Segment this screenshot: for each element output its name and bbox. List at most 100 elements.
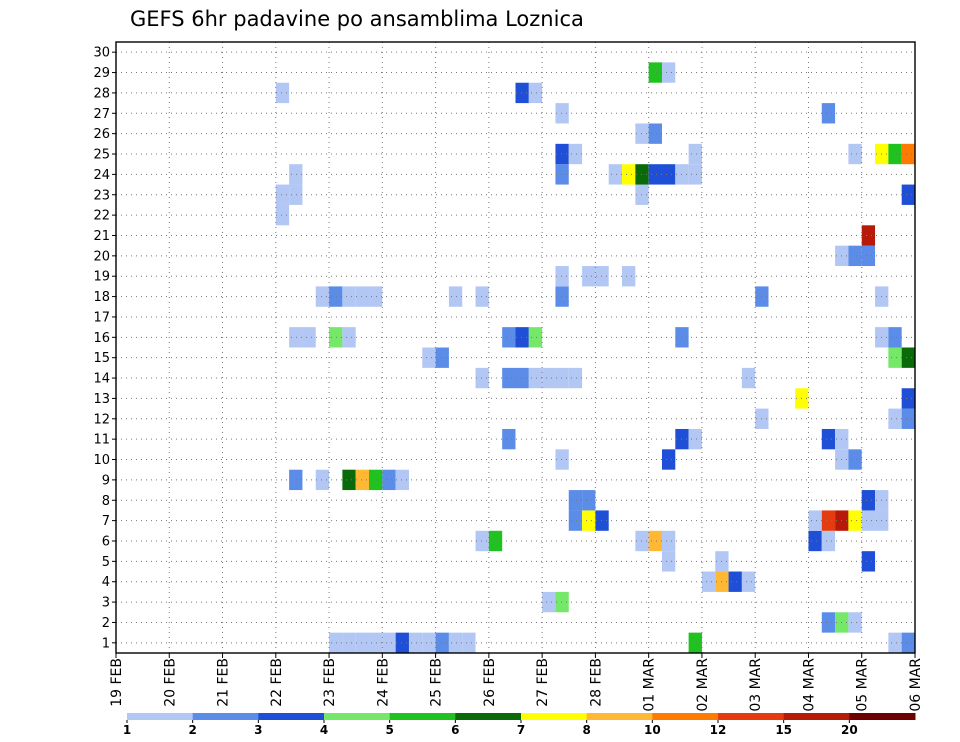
precip-cell <box>502 428 516 450</box>
precip-cell <box>635 530 649 552</box>
x-tick-label: 27 FEB <box>535 658 551 707</box>
precip-cell <box>582 510 596 531</box>
precip-cell <box>448 286 463 307</box>
precip-cell <box>608 164 623 185</box>
precip-cell <box>502 327 516 348</box>
x-tick-label: 05 MAR <box>855 658 871 712</box>
colorbar-label: 15 <box>775 723 792 737</box>
precip-cell <box>555 143 569 165</box>
x-tick-label: 22 FEB <box>269 658 285 707</box>
precip-cell <box>821 510 836 531</box>
precip-cell <box>555 449 569 470</box>
colorbar-swatch <box>783 713 850 720</box>
x-axis: 19 FEB 20 FEB 21 FEB 22 FEB 23 FEB 24 FEB 25 F… <box>109 653 924 712</box>
precip-cell <box>369 286 383 307</box>
y-tick-label: 25 <box>93 148 110 163</box>
precip-cell <box>901 143 915 165</box>
precip-cell <box>648 530 662 552</box>
y-tick-label: 1 <box>102 636 110 651</box>
precip-cell <box>542 591 556 613</box>
precip-cell <box>848 245 862 267</box>
precip-cell <box>435 347 449 368</box>
x-tick-label: 01 MAR <box>642 658 658 712</box>
precip-cell <box>475 286 489 307</box>
precip-cell <box>821 530 836 552</box>
precip-cell <box>555 367 569 389</box>
precip-cell <box>542 367 556 389</box>
precip-cell <box>848 612 862 633</box>
precip-cell <box>688 632 702 653</box>
y-tick-label: 27 <box>93 107 110 122</box>
precip-cell <box>329 632 343 653</box>
precip-cell <box>848 143 862 165</box>
precip-cell <box>582 266 596 287</box>
colorbar-swatch <box>389 713 456 720</box>
precip-cell <box>515 82 529 104</box>
precip-cell <box>635 184 649 205</box>
precip-cell <box>861 245 876 267</box>
colorbar-label: 20 <box>841 723 858 737</box>
precip-cell <box>342 469 356 491</box>
precip-cell <box>382 632 396 653</box>
precip-cell <box>661 164 676 185</box>
precip-cell <box>342 327 356 348</box>
precip-cell <box>289 184 303 205</box>
x-tick-label: 03 MAR <box>748 658 764 712</box>
x-tick-label: 20 FEB <box>162 658 178 707</box>
precip-cell <box>861 551 876 572</box>
precip-cell <box>595 266 609 287</box>
precip-cell <box>395 632 409 653</box>
precip-cell <box>355 469 370 491</box>
y-tick-label: 10 <box>93 453 110 468</box>
y-tick-label: 6 <box>102 534 110 549</box>
precip-cell <box>901 408 915 429</box>
precip-cell <box>888 408 902 429</box>
colorbar-swatch <box>455 713 522 720</box>
plot-frame <box>115 41 916 654</box>
precip-cell <box>648 123 662 144</box>
y-tick-label: 23 <box>93 188 110 203</box>
precip-cell <box>515 367 529 389</box>
colorbar-label: 12 <box>710 723 727 737</box>
colorbar-label: 5 <box>385 723 393 737</box>
precip-cell <box>901 347 915 368</box>
y-tick-label: 9 <box>102 473 110 488</box>
precip-cell <box>369 632 383 653</box>
colorbar-label: 1 <box>123 723 131 737</box>
y-tick-label: 3 <box>102 596 110 611</box>
colorbar-swatch <box>521 713 588 720</box>
precip-cell <box>661 530 676 552</box>
colorbar-label: 6 <box>451 723 459 737</box>
precip-cell <box>808 510 822 531</box>
colorbar-swatch <box>718 713 785 720</box>
precip-cell <box>555 266 569 287</box>
precip-cell <box>515 327 529 348</box>
precip-cell <box>555 164 569 185</box>
colorbar-label: 4 <box>320 723 328 737</box>
colorbar-swatch <box>127 713 194 720</box>
precip-cell <box>502 367 516 389</box>
precip-cell <box>821 103 836 124</box>
y-tick-label: 14 <box>93 372 110 387</box>
y-tick-label: 20 <box>93 249 110 264</box>
y-tick-label: 21 <box>93 229 110 244</box>
colorbar-swatch <box>192 713 259 720</box>
precip-cell <box>395 469 409 491</box>
plot-cells <box>275 62 915 653</box>
y-tick-label: 26 <box>93 127 110 142</box>
precip-cell <box>701 571 716 592</box>
y-tick-label: 28 <box>93 86 110 101</box>
y-tick-label: 11 <box>93 433 110 448</box>
x-tick-label: 19 FEB <box>109 658 125 707</box>
precip-cell <box>475 530 489 552</box>
precip-cell <box>342 286 356 307</box>
precip-cell <box>622 164 636 185</box>
precip-cell <box>741 571 756 592</box>
colorbar-label: 7 <box>517 723 525 737</box>
chart-title: GEFS 6hr padavine po ansamblima Loznica <box>130 7 584 31</box>
precip-cell <box>275 184 290 205</box>
colorbar-swatch <box>324 713 391 720</box>
precip-cell <box>289 164 303 185</box>
precip-cell <box>555 591 569 613</box>
